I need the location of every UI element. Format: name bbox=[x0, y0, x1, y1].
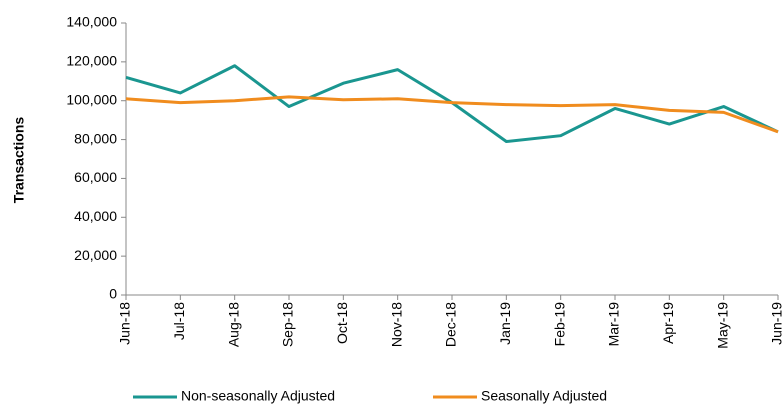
x-tick-label: Oct-18 bbox=[334, 302, 350, 344]
y-axis-label: Transactions bbox=[11, 117, 27, 204]
x-tick-label: Jun-18 bbox=[117, 302, 133, 345]
x-tick-label: Jul-18 bbox=[171, 302, 187, 340]
x-tick-label: May-19 bbox=[714, 302, 730, 349]
series-line bbox=[125, 95, 779, 134]
x-tick-label: Feb-19 bbox=[551, 302, 567, 347]
x-tick-label: Jun-19 bbox=[769, 302, 782, 345]
x-tick-label: Jan-19 bbox=[497, 302, 513, 345]
y-tick-label: 100,000 bbox=[66, 91, 117, 107]
y-tick-label: 140,000 bbox=[66, 14, 117, 30]
x-tick-label: Apr-19 bbox=[660, 302, 676, 344]
x-tick-label: Mar-19 bbox=[606, 302, 622, 347]
y-tick-label: 0 bbox=[109, 286, 117, 302]
legend-label: Seasonally Adjusted bbox=[481, 388, 607, 404]
y-tick-label: 40,000 bbox=[74, 208, 117, 224]
y-tick-label: 60,000 bbox=[74, 169, 117, 185]
y-tick-label: 80,000 bbox=[74, 130, 117, 146]
y-tick-label: 120,000 bbox=[66, 53, 117, 69]
y-tick-label: 20,000 bbox=[74, 247, 117, 263]
x-tick-label: Nov-18 bbox=[388, 302, 404, 347]
x-tick-label: Aug-18 bbox=[225, 302, 241, 347]
x-tick-label: Sep-18 bbox=[280, 302, 296, 347]
x-tick-label: Dec-18 bbox=[443, 302, 459, 347]
legend-label: Non-seasonally Adjusted bbox=[181, 388, 335, 404]
